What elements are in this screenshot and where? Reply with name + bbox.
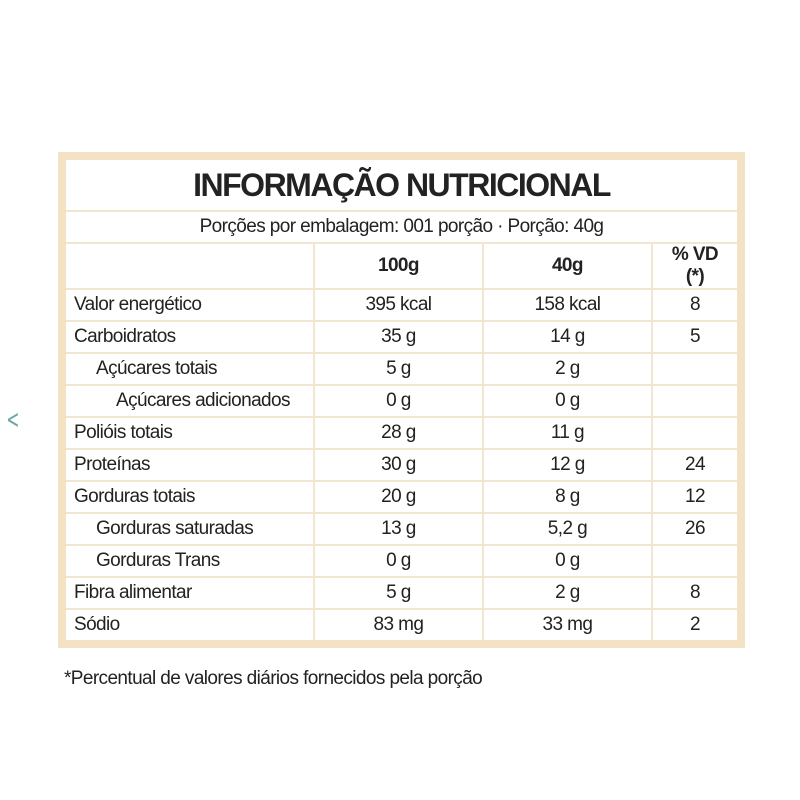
header-cell: % VD (*) bbox=[650, 242, 743, 290]
nutrient-value: 5 g bbox=[312, 576, 484, 610]
nutrient-value: 12 g bbox=[481, 448, 653, 482]
nutrient-value: 33 mg bbox=[481, 608, 653, 645]
nutrient-value bbox=[650, 544, 743, 578]
nutrient-value: 0 g bbox=[481, 384, 653, 418]
nutrient-name: Fibra alimentar bbox=[61, 576, 315, 610]
nutrient-name: Gorduras saturadas bbox=[61, 512, 315, 546]
header-cell bbox=[61, 242, 315, 290]
nutrient-name: Açúcares totais bbox=[61, 352, 315, 386]
nutrient-value: 12 bbox=[650, 480, 743, 514]
footnote: *Percentual de valores diários fornecido… bbox=[64, 668, 483, 689]
nutrient-value: 2 bbox=[650, 608, 743, 645]
table-subtitle: Porções por embalagem: 001 porção · Porç… bbox=[61, 210, 742, 244]
nutrient-value: 0 g bbox=[312, 544, 484, 578]
nutrient-value: 2 g bbox=[481, 576, 653, 610]
nutrient-row: Sódio 83 mg 33 mg 2 bbox=[61, 608, 743, 645]
nutrient-name: Gorduras Trans bbox=[61, 544, 315, 578]
nutrient-value: 0 g bbox=[312, 384, 484, 418]
nutrient-value: 35 g bbox=[312, 320, 484, 354]
nutrient-value: 30 g bbox=[312, 448, 484, 482]
nutrient-value: 14 g bbox=[481, 320, 653, 354]
nutrient-value: 13 g bbox=[312, 512, 484, 546]
nutrient-value: 5,2 g bbox=[481, 512, 653, 546]
nutrient-value: 395 kcal bbox=[312, 288, 484, 322]
nutrition-table: INFORMAÇÃO NUTRICIONAL Porções por embal… bbox=[58, 152, 745, 648]
nutrient-value bbox=[650, 352, 743, 386]
nutrient-value: 2 g bbox=[481, 352, 653, 386]
nutrient-value: 24 bbox=[650, 448, 743, 482]
nutrient-value: 0 g bbox=[481, 544, 653, 578]
nutrient-name: Valor energético bbox=[61, 288, 315, 322]
nutrient-value bbox=[650, 416, 743, 450]
nutrient-value: 11 g bbox=[481, 416, 653, 450]
previous-button[interactable]: < bbox=[6, 405, 20, 435]
nutrient-name: Polióis totais bbox=[61, 416, 315, 450]
nutrient-value: 83 mg bbox=[312, 608, 484, 645]
nutrient-row: Polióis totais 28 g 11 g bbox=[61, 416, 743, 450]
nutrient-name: Açúcares adicionados bbox=[61, 384, 315, 418]
nutrient-name: Proteínas bbox=[61, 448, 315, 482]
nutrient-name: Sódio bbox=[61, 608, 315, 645]
nutrient-row: Proteínas 30 g 12 g 24 bbox=[61, 448, 743, 482]
nutrient-name: Gorduras totais bbox=[61, 480, 315, 514]
header-cell: 100g bbox=[312, 242, 484, 290]
nutrient-value: 5 bbox=[650, 320, 743, 354]
nutrient-value: 8 bbox=[650, 576, 743, 610]
nutrient-value: 8 bbox=[650, 288, 743, 322]
nutrient-row: Gorduras saturadas 13 g 5,2 g 26 bbox=[61, 512, 743, 546]
nutrient-value: 158 kcal bbox=[481, 288, 653, 322]
nutrient-value bbox=[650, 384, 743, 418]
nutrient-value: 5 g bbox=[312, 352, 484, 386]
header-cell: 40g bbox=[481, 242, 653, 290]
table-title: INFORMAÇÃO NUTRICIONAL bbox=[61, 155, 742, 212]
nutrient-row: Valor energético 395 kcal 158 kcal 8 bbox=[61, 288, 743, 322]
nutrient-value: 8 g bbox=[481, 480, 653, 514]
nutrient-value: 26 bbox=[650, 512, 743, 546]
nutrient-value: 28 g bbox=[312, 416, 484, 450]
nutrient-name: Carboidratos bbox=[61, 320, 315, 354]
nutrient-value: 20 g bbox=[312, 480, 484, 514]
